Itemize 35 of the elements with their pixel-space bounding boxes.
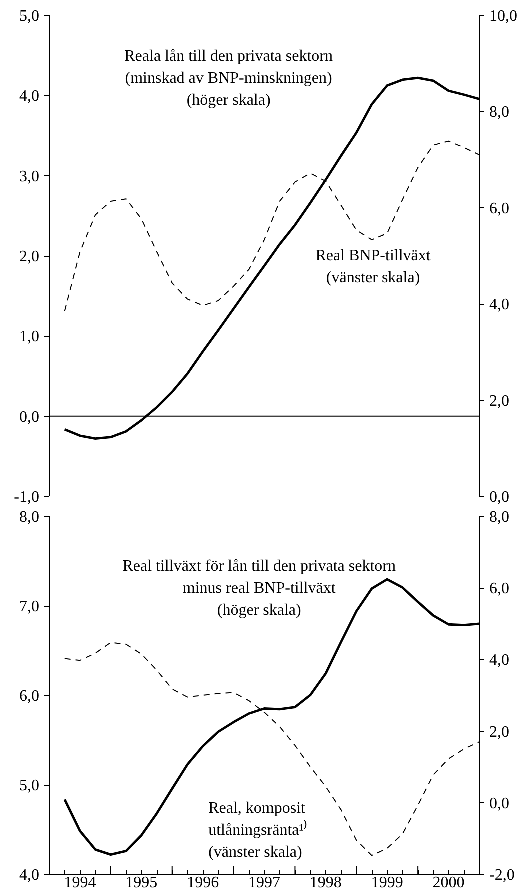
x-tick-label: 1999: [371, 874, 404, 892]
y-tick-label: -1,0: [14, 489, 40, 506]
series-label: Real BNP-tillväxt (vänster skala): [316, 248, 432, 286]
x-tick-label: 1994: [64, 874, 96, 892]
x-tick-label: 1997: [248, 874, 280, 892]
y2-tick-label: 6,0: [490, 580, 510, 598]
y-tick-label: 5,0: [20, 778, 40, 794]
y2-tick-label: 4,0: [490, 296, 510, 314]
y2-tick-label: 8,0: [490, 104, 510, 122]
y-tick-label: 8,0: [20, 509, 40, 526]
y-tick-label: 3,0: [20, 168, 40, 186]
y2-tick-label: 2,0: [490, 392, 510, 410]
y-tick-label: 2,0: [20, 248, 40, 266]
y2-tick-label: 0,0: [490, 795, 510, 812]
y2-tick-label: 6,0: [490, 200, 510, 218]
y-tick-label: 7,0: [20, 598, 40, 616]
x-tick-label: 1998: [310, 874, 342, 892]
y2-tick-label: 2,0: [490, 724, 510, 741]
y-tick-label: 4,0: [20, 88, 40, 106]
y-tick-label: 1,0: [20, 328, 40, 346]
y-tick-label: 5,0: [20, 8, 40, 25]
series-label: Real, komposit utlåningsränta¹⁾ (vänster skala): [208, 800, 308, 861]
y2-tick-label: 0,0: [490, 489, 510, 506]
y2-tick-label: 10,0: [490, 8, 518, 25]
x-tick-label: 1996: [187, 874, 220, 892]
y-tick-label: 6,0: [20, 688, 40, 705]
x-tick-label: 1995: [126, 874, 158, 892]
y-tick-label: 0,0: [20, 408, 40, 426]
y2-tick-label: 4,0: [490, 652, 510, 670]
series-label: Real tillväxt för lån till den privata sektorn minus real BNP-tillväxt (höger skala): [122, 558, 396, 620]
y2-tick-label: 8,0: [490, 509, 510, 526]
y-tick-label: 4,0: [20, 867, 40, 884]
x-tick-label: 2000: [432, 874, 465, 892]
text: Reala lån till den privata sektorn (minskad av BNP-minskningen) (höger skala): [124, 48, 333, 109]
y2-tick-label: -2,0: [490, 867, 515, 884]
